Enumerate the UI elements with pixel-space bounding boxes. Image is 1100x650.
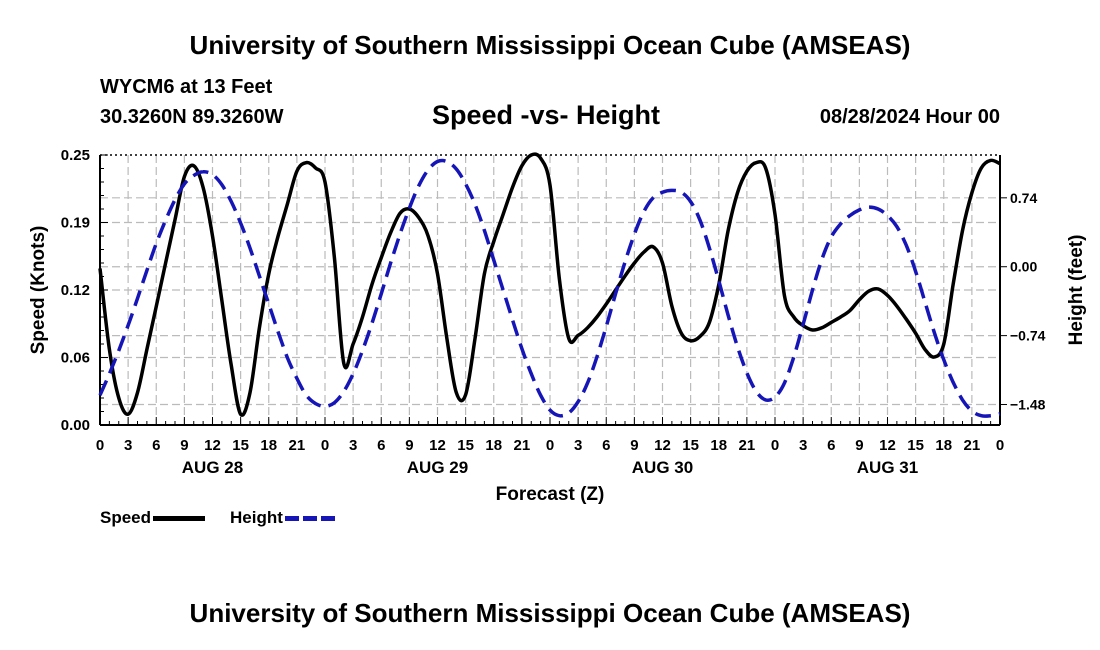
legend-height-label: Height bbox=[230, 508, 283, 527]
x-tick-label: 6 bbox=[827, 437, 835, 454]
x-tick-label: 3 bbox=[124, 437, 132, 454]
x-tick-label: 9 bbox=[405, 437, 413, 454]
x-tick-label: 18 bbox=[260, 437, 277, 454]
x-tick-label: 9 bbox=[630, 437, 638, 454]
x-tick-label: 9 bbox=[855, 437, 863, 454]
x-tick-label: 3 bbox=[349, 437, 357, 454]
legend-speed-swatch bbox=[153, 515, 206, 521]
x-tick-label: 18 bbox=[485, 437, 502, 454]
chart-subtitle: Speed -vs- Height bbox=[432, 100, 661, 130]
y-tick-label: 0.12 bbox=[61, 282, 90, 299]
footer-title: University of Southern Mississippi Ocean… bbox=[189, 598, 911, 628]
legend-height: Height bbox=[230, 508, 337, 528]
date-label: AUG 31 bbox=[857, 458, 918, 477]
station-label: WYCM6 at 13 Feet bbox=[100, 76, 273, 98]
speed-vs-height-chart: 0 3 6 9 12 15 18 21 0 3 6 9 12 15 18 21 0 3 6 9 12 15 18 21 0 3 6 9… bbox=[28, 147, 1087, 505]
x-tick-label: 6 bbox=[152, 437, 160, 454]
x-tick-label: 18 bbox=[710, 437, 727, 454]
x-tick-label: 0 bbox=[996, 437, 1004, 454]
legend-height-swatch bbox=[284, 515, 337, 521]
x-tick-label: 12 bbox=[204, 437, 221, 454]
coordinates-label: 30.3260N 89.3260W bbox=[100, 106, 284, 128]
x-tick-label: 0 bbox=[96, 437, 104, 454]
x-tick-label: 18 bbox=[935, 437, 952, 454]
x-tick-label: 9 bbox=[180, 437, 188, 454]
date-label: AUG 28 bbox=[182, 458, 243, 477]
series-line-speed bbox=[98, 152, 1001, 417]
x-tick-label: 21 bbox=[289, 437, 306, 454]
x-tick-label: 12 bbox=[879, 437, 896, 454]
x-tick-label: 21 bbox=[739, 437, 756, 454]
x-tick-label: 15 bbox=[232, 437, 249, 454]
date-label: AUG 30 bbox=[632, 458, 693, 477]
y-tick-label: 0.19 bbox=[61, 215, 90, 232]
page-title: University of Southern Mississippi Ocean… bbox=[189, 30, 911, 60]
x-tick-label: 12 bbox=[429, 437, 446, 454]
series-line-height bbox=[98, 158, 1001, 418]
y2-tick-label: 0.74 bbox=[1010, 190, 1037, 206]
y2-axis-title: Height (feet) bbox=[1066, 235, 1087, 346]
x-tick-label: 3 bbox=[574, 437, 582, 454]
y-tick-label: 0.06 bbox=[61, 350, 90, 367]
legend-speed: Speed bbox=[100, 508, 206, 528]
x-tick-label: 3 bbox=[799, 437, 807, 454]
x-tick-label: 15 bbox=[907, 437, 924, 454]
x-tick-label: 15 bbox=[457, 437, 474, 454]
x-tick-label: 6 bbox=[602, 437, 610, 454]
forecast-datetime: 08/28/2024 Hour 00 bbox=[819, 106, 1000, 128]
x-axis-title: Forecast (Z) bbox=[496, 484, 605, 505]
x-tick-label: 6 bbox=[377, 437, 385, 454]
x-tick-label: 0 bbox=[771, 437, 779, 454]
y2-tick-label: −1.48 bbox=[1010, 397, 1046, 413]
y-axis-title: Speed (Knots) bbox=[28, 226, 49, 355]
y2-tick-label: −0.74 bbox=[1010, 328, 1046, 344]
y-tick-label: 0.25 bbox=[61, 147, 90, 164]
x-tick-label: 0 bbox=[321, 437, 329, 454]
legend-speed-label: Speed bbox=[100, 508, 152, 527]
x-tick-label: 21 bbox=[514, 437, 531, 454]
x-tick-label: 15 bbox=[682, 437, 699, 454]
x-tick-label: 0 bbox=[546, 437, 554, 454]
y-tick-label: 0.00 bbox=[61, 417, 90, 434]
x-tick-label: 21 bbox=[964, 437, 981, 454]
y2-tick-label: 0.00 bbox=[1010, 259, 1037, 275]
x-tick-label: 12 bbox=[654, 437, 671, 454]
date-label: AUG 29 bbox=[407, 458, 468, 477]
